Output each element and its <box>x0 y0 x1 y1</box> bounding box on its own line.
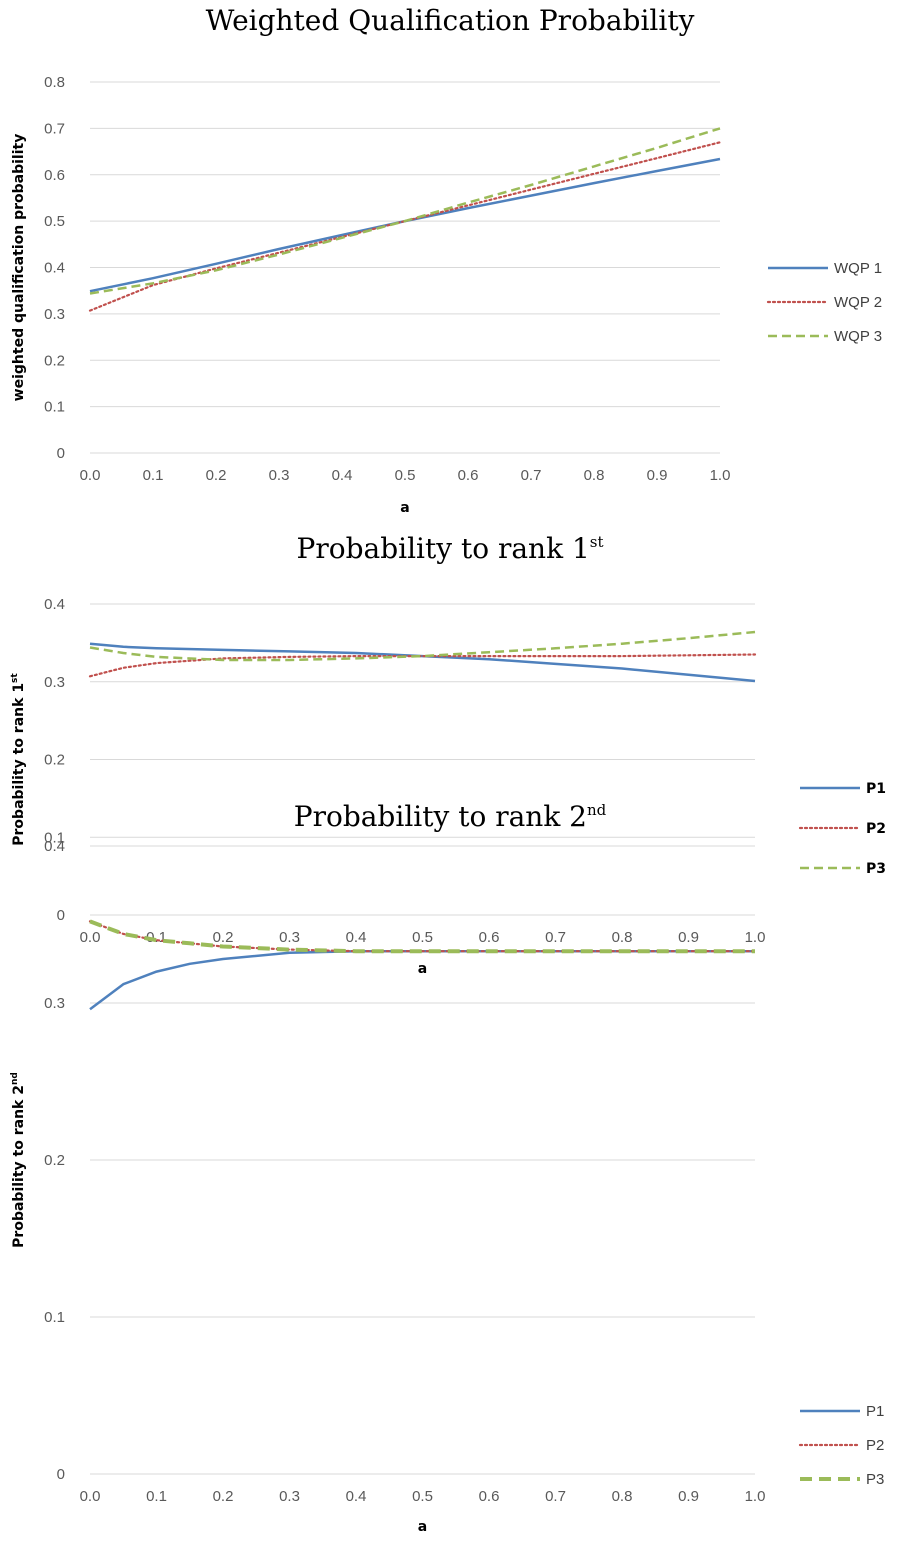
y-tick-label: 0.2 <box>44 1152 65 1169</box>
y-tick-label: 0.3 <box>44 995 65 1012</box>
legend-entry: WQP 3 <box>834 328 882 345</box>
y-tick-label: 0.6 <box>44 167 65 184</box>
y-tick-label: 0 <box>57 1466 65 1483</box>
x-axis-label: a <box>418 1519 427 1535</box>
chart-title: Probability to rank 1st <box>297 532 604 565</box>
x-tick-label: 0.2 <box>213 1488 234 1505</box>
x-tick-label: 0.5 <box>412 929 433 946</box>
chart-title: Weighted Qualification Probability <box>206 4 695 37</box>
x-tick-label: 0.2 <box>206 467 227 484</box>
y-tick-label: 0.1 <box>44 1309 65 1326</box>
y-axis-label: Probability to rank 2nd <box>10 1072 27 1248</box>
legend-entry: P2 <box>866 821 886 837</box>
x-tick-label: 0.3 <box>269 467 290 484</box>
x-tick-label: 0.6 <box>479 1488 500 1505</box>
x-tick-label: 0.9 <box>678 1488 699 1505</box>
x-tick-label: 1.0 <box>745 929 766 946</box>
series-line-wqp-3 <box>89 127 721 295</box>
y-tick-label: 0.1 <box>44 829 65 846</box>
series-line-p3 <box>89 919 755 954</box>
x-tick-label: 0.9 <box>647 467 668 484</box>
y-tick-label: 0.3 <box>44 674 65 691</box>
x-axis-label: a <box>418 961 427 977</box>
y-tick-label: 0.2 <box>44 752 65 769</box>
x-tick-label: 0.9 <box>678 929 699 946</box>
x-tick-label: 0.7 <box>545 1488 566 1505</box>
chart-1: Weighted Qualification Probability 0 0.1 0.… <box>11 4 882 516</box>
legend-entry: P1 <box>866 1403 884 1420</box>
x-tick-label: 0.3 <box>279 929 300 946</box>
chart-title-superscript: nd <box>587 801 607 819</box>
y-axis-label-superscript: nd <box>10 1072 20 1085</box>
y-tick-label: 0.4 <box>44 838 65 855</box>
x-axis-label: a <box>400 500 409 516</box>
y-axis-label-text: Probability to rank 1 <box>11 683 27 846</box>
x-tick-label: 0.0 <box>80 929 101 946</box>
legend-entry: P3 <box>866 861 886 877</box>
x-tick-label: 0.5 <box>395 467 416 484</box>
series-line-p3 <box>89 630 756 662</box>
x-tick-label: 0.5 <box>412 1488 433 1505</box>
series-line-p1 <box>89 642 756 683</box>
series-line-wqp-2 <box>88 141 722 312</box>
x-tick-label: 0.4 <box>346 929 367 946</box>
y-tick-label: 0.4 <box>44 596 65 613</box>
y-tick-label: 0.5 <box>44 213 65 230</box>
x-tick-label: 0.1 <box>143 467 164 484</box>
y-tick-label: 0.2 <box>44 352 65 369</box>
legend-entry: WQP 1 <box>834 260 882 277</box>
x-tick-label: 1.0 <box>745 1488 766 1505</box>
x-tick-label: 0.7 <box>545 929 566 946</box>
legend-entry: P3 <box>866 1471 884 1488</box>
y-tick-label: 0.7 <box>44 120 65 137</box>
x-tick-label: 0.8 <box>612 1488 633 1505</box>
series-line-wqp-1 <box>89 157 721 293</box>
x-tick-label: 0.4 <box>346 1488 367 1505</box>
chart-title: Probability to rank 2nd <box>294 800 607 833</box>
legend-entry: P2 <box>866 1437 884 1454</box>
x-tick-label: 0.2 <box>213 929 234 946</box>
y-tick-label: 0.4 <box>44 260 65 277</box>
chart-title-superscript: st <box>590 533 604 551</box>
y-tick-label: 0.8 <box>44 74 65 91</box>
legend-entry: P1 <box>866 781 886 797</box>
x-tick-label: 0.1 <box>146 1488 167 1505</box>
y-axis-label-text: Probability to rank 2 <box>11 1085 27 1248</box>
y-tick-label: 0 <box>57 445 65 462</box>
x-tick-label: 0.0 <box>80 1488 101 1505</box>
x-tick-label: 0.8 <box>584 467 605 484</box>
legend-entry: WQP 2 <box>834 294 882 311</box>
y-axis-label: Probability to rank 1st <box>10 673 27 846</box>
series-line-p1 <box>89 949 755 1011</box>
y-tick-label: 0.3 <box>44 306 65 323</box>
y-tick-label: 0.1 <box>44 399 65 416</box>
y-axis-label: weighted qualification probability <box>11 134 27 402</box>
y-tick-label: 0 <box>57 907 65 924</box>
x-tick-label: 0.1 <box>146 929 167 946</box>
x-tick-label: 0.6 <box>458 467 479 484</box>
x-tick-label: 0.6 <box>479 929 500 946</box>
y-axis-label-superscript: st <box>10 673 20 683</box>
x-tick-label: 1.0 <box>710 467 731 484</box>
x-tick-label: 0.8 <box>612 929 633 946</box>
x-tick-label: 0.4 <box>332 467 353 484</box>
x-tick-label: 0.0 <box>80 467 101 484</box>
y-axis-label-text: weighted qualification probability <box>11 134 27 402</box>
x-tick-label: 0.7 <box>521 467 542 484</box>
x-tick-label: 0.3 <box>279 1488 300 1505</box>
